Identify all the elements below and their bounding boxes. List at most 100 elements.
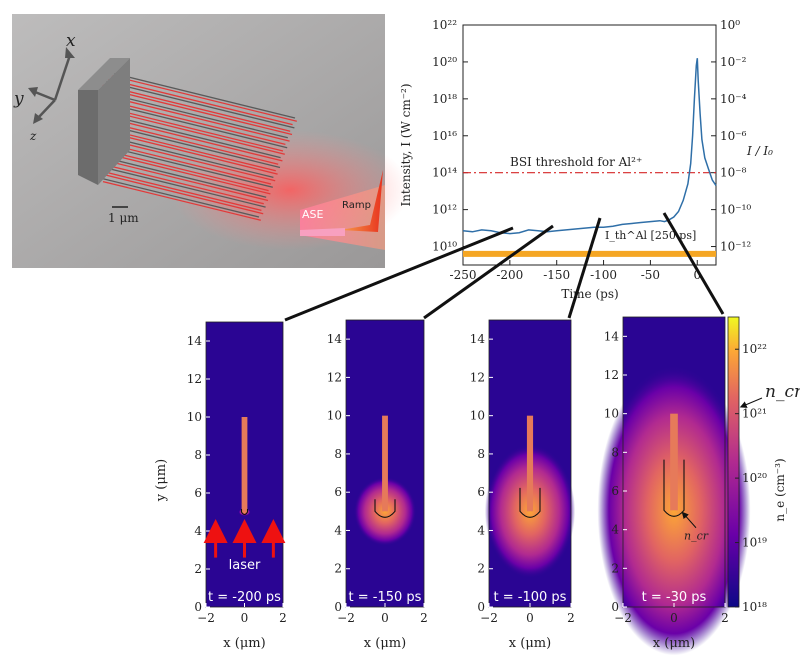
y-tick-label: 10	[470, 409, 485, 423]
y-tick-label: 2	[477, 562, 485, 576]
ramp-label: Ramp	[342, 200, 371, 211]
y-tick-label: 10	[604, 407, 619, 421]
y-tick-right-label: 10⁰	[720, 18, 740, 32]
colorbar-tick-label: 10¹⁸	[742, 600, 767, 614]
y-tick-label: 12	[187, 372, 202, 386]
x-tick-label: 0	[526, 611, 534, 625]
y-tick-label: 14	[327, 332, 343, 346]
target-rod	[670, 413, 678, 511]
colorbar-gradient	[727, 316, 740, 608]
y-tick-label: 8	[611, 445, 619, 459]
y-tick-label: 6	[477, 485, 485, 499]
ase-label: ASE	[302, 208, 324, 221]
nanowire	[102, 101, 288, 149]
y-tick-label: 0	[194, 600, 202, 614]
y-tick-label: 14	[187, 334, 203, 348]
y-tick-label: 10	[327, 409, 342, 423]
scale-bar-label: 1 μm	[108, 211, 139, 225]
y-tick-label: 10²⁰	[432, 55, 457, 69]
y-tick-right-label: 10⁻¹²	[720, 240, 751, 254]
colorbar: 10¹⁸ 10¹⁹ 10²⁰ 10²¹ 10²² n_cr n_e (cm⁻³)	[727, 316, 800, 614]
colorbar-tick-label: 10²²	[742, 342, 767, 356]
critical-density-contour	[519, 487, 541, 518]
critical-density-contour	[240, 509, 249, 516]
y-tick-label: 4	[334, 523, 342, 537]
nanowire	[99, 105, 284, 152]
axis-x-label: x	[66, 31, 76, 51]
x-axis-label: x (μm)	[509, 636, 551, 651]
axis-z-label: z	[29, 129, 37, 143]
y-tick-label: 14	[604, 329, 620, 343]
contour-arrow	[681, 511, 697, 529]
x-axis-label: Time (ps)	[561, 287, 618, 301]
nanowire	[99, 98, 286, 146]
axis-y-label: y	[13, 89, 24, 109]
heatmap-y-axis-label: y (μm)	[154, 459, 169, 502]
ramp-pulse-shape	[340, 170, 383, 232]
target-rod	[241, 417, 248, 512]
nanowire	[99, 69, 296, 119]
x-tick-label: -200	[496, 268, 523, 282]
nanowire	[99, 112, 281, 159]
y-tick-label: 4	[611, 523, 619, 537]
nanowire	[99, 177, 260, 218]
y-tick-label: 10¹⁶	[432, 129, 457, 143]
critical-density-contour	[374, 499, 396, 518]
y-tick-right-label: 10⁻⁴	[720, 92, 747, 106]
time-label: t = -150 ps	[349, 590, 422, 605]
y-tick-label: 10²²	[432, 18, 457, 32]
x-tick-label: 0	[381, 611, 389, 625]
nanowire	[99, 170, 262, 212]
y-tick-label: 0	[477, 600, 485, 614]
nanowire	[102, 152, 271, 195]
y-tick-label: 10¹⁰	[432, 240, 457, 254]
nanowire-illustration: ASE Ramp x y z 1 μm	[12, 14, 410, 268]
y-tick-label: 2	[194, 562, 202, 576]
nanowire	[102, 123, 281, 169]
x-tick-label: -100	[590, 268, 617, 282]
nanowire-array	[99, 69, 297, 221]
x-tick-label: 0	[670, 611, 678, 625]
colorbar-tick-label: 10¹⁹	[742, 536, 767, 550]
nanowire	[99, 148, 269, 192]
ase-pulse-shape	[300, 228, 345, 236]
plot-frame	[462, 24, 717, 266]
y-axis-right-label: I / I₀	[746, 144, 773, 158]
y-tick-label: 0	[611, 600, 619, 614]
y-tick-label: 0	[334, 600, 342, 614]
laser-label: laser	[229, 558, 261, 573]
x-tick-label: −2	[197, 611, 215, 625]
critical-density-contour	[663, 459, 685, 517]
nanowire	[102, 72, 297, 122]
intensity-series-line	[462, 58, 717, 235]
colorbar-label: n_e (cm⁻³)	[773, 458, 787, 521]
connector-lines	[284, 212, 725, 322]
nanowire	[99, 76, 293, 126]
x-ticks: -250 -200 -150 -100 -50 0	[450, 260, 701, 282]
y-tick-right-label: 10⁻⁶	[720, 129, 747, 143]
y-tick-label: 10¹⁸	[432, 92, 457, 106]
x-axis-label: x (μm)	[364, 636, 406, 651]
y-tick-label: 8	[194, 448, 202, 462]
y-tick-label: 8	[334, 447, 342, 461]
x-tick-label: −2	[614, 611, 632, 625]
y-tick-label: 10	[187, 410, 202, 424]
substrate-block	[78, 90, 98, 185]
time-label: t = -30 ps	[642, 590, 707, 605]
nanowire	[102, 173, 264, 215]
x-tick-label: -250	[450, 268, 477, 282]
y-tick-right-label: 10⁻⁸	[720, 166, 747, 180]
x-tick-label: 2	[567, 611, 575, 625]
plasma-plume	[597, 365, 751, 656]
y-ticks-left: 10¹⁰ 10¹² 10¹⁴ 10¹⁶ 10¹⁸ 10²⁰ 10²²	[432, 18, 468, 254]
y-tick-label: 2	[334, 562, 342, 576]
band-label: I_th^Al [250 ps]	[605, 229, 696, 242]
x-tick-label: 2	[420, 611, 428, 625]
y-tick-label: 4	[194, 524, 202, 538]
colorbar-ticks: 10¹⁸ 10¹⁹ 10²⁰ 10²¹ 10²²	[735, 342, 767, 614]
